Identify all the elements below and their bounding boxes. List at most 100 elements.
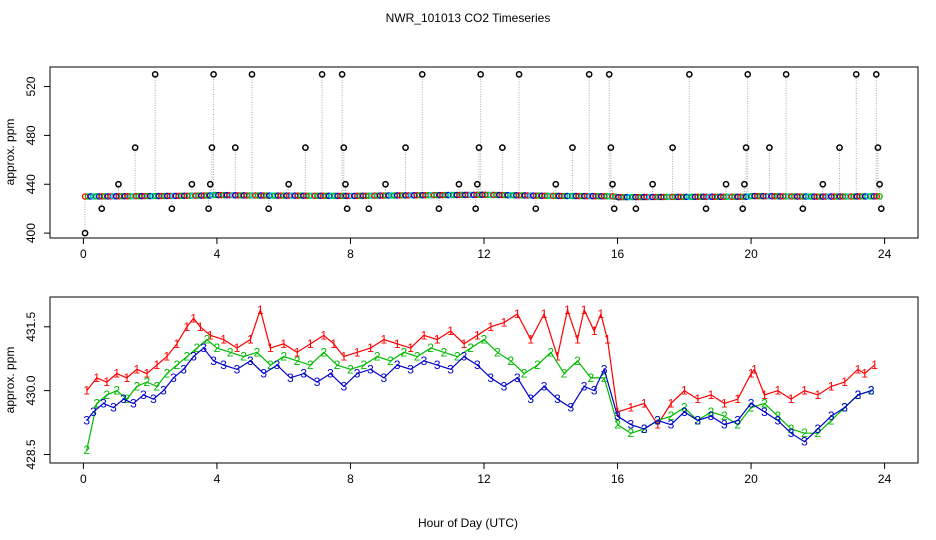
series-2-point: 2: [815, 426, 822, 440]
series-1-point: 1: [871, 358, 878, 372]
series-3-point: 3: [501, 379, 508, 393]
series-2-point: 2: [240, 350, 247, 364]
series-3-point: 3: [170, 371, 177, 385]
spike-marker: [585, 70, 593, 78]
series-2-point: 2: [387, 354, 394, 368]
baseline-marker: [873, 193, 881, 200]
series-3-point: 3: [234, 362, 241, 376]
series-1-point: 1: [668, 396, 675, 410]
series-2-point: 2: [83, 443, 90, 457]
series-1-point: 1: [133, 362, 140, 376]
series-2-point: 2: [801, 426, 808, 440]
top-x-tick-label: 0: [80, 247, 87, 261]
series-1-point: 1: [861, 367, 868, 381]
series-3-point: 3: [160, 384, 167, 398]
series-3-point: 3: [90, 405, 97, 419]
spike-marker: [231, 144, 239, 151]
spike-marker: [877, 205, 885, 213]
top-x-tick-label: 24: [878, 247, 892, 261]
top-x-tick-label: 4: [214, 247, 221, 261]
series-2-point: 2: [334, 358, 341, 372]
series-3-point: 3: [554, 392, 561, 406]
series-1-point: 1: [604, 333, 611, 347]
series-1-point: 1: [514, 307, 521, 321]
spike-marker: [782, 70, 790, 78]
series-2-point: 2: [868, 384, 875, 398]
series-3-point: 3: [110, 401, 117, 415]
figure-title: NWR_101013 CO2 Timeseries: [386, 11, 551, 25]
series-2-point: 2: [668, 409, 675, 423]
series-1-point: 1: [581, 303, 588, 317]
spike-marker: [605, 70, 613, 78]
series-2-point: 2: [734, 418, 741, 432]
series-2-point: 2: [721, 409, 728, 423]
series-2-point: 2: [467, 341, 474, 355]
series-3-point: 3: [801, 435, 808, 449]
series-1-point: 1: [330, 337, 337, 351]
spike-marker: [206, 180, 214, 188]
series-2-point: 2: [113, 384, 120, 398]
series-1-point: 1: [541, 307, 548, 321]
spike-marker: [342, 180, 349, 188]
series-1-point: 1: [734, 392, 741, 406]
series-1-point: 1: [123, 371, 130, 385]
series-1-point: 1: [307, 337, 314, 351]
spike-marker: [799, 205, 807, 213]
series-1-point: 1: [654, 418, 661, 432]
series-3-point: 3: [260, 367, 267, 381]
spike-marker: [81, 229, 89, 237]
series-2-point: 2: [204, 333, 211, 347]
series-1-point: 1: [294, 345, 301, 359]
spike-marker: [607, 144, 615, 151]
series-2-point: 2: [414, 350, 421, 364]
series-3-point: 3: [407, 362, 414, 376]
spike-marker: [302, 144, 309, 151]
series-1-point: 1: [527, 333, 534, 347]
bottom-x-tick-label: 0: [80, 472, 87, 486]
series-2-point: 2: [481, 333, 488, 347]
series-3-point: 3: [474, 358, 481, 372]
series-3-point: 3: [83, 413, 90, 427]
spike-marker: [131, 144, 139, 151]
series-2-point: 2: [521, 367, 528, 381]
spike-marker: [499, 144, 506, 151]
spike-marker: [739, 205, 747, 213]
spike-marker: [343, 205, 351, 213]
top-x-tick-label: 16: [611, 247, 625, 261]
series-1-point: 1: [628, 401, 635, 415]
spike-marker: [685, 70, 693, 78]
series-1-point: 1: [815, 388, 822, 402]
series-1-point: 1: [598, 307, 605, 321]
series-3-point: 3: [130, 396, 137, 410]
series-3-point: 3: [841, 401, 848, 415]
series-1-point: 1: [574, 333, 581, 347]
series-1-point: 1: [501, 316, 508, 330]
spike-marker: [188, 180, 196, 188]
series-2-point: 2: [214, 341, 221, 355]
spike-marker: [766, 144, 773, 151]
series-3-point: 3: [721, 418, 728, 432]
series-3-point: 3: [210, 354, 217, 368]
spike-marker: [872, 70, 880, 78]
series-3-point: 3: [601, 362, 608, 376]
top-y-tick-label: 480: [24, 125, 38, 145]
series-3-point: 3: [120, 392, 127, 406]
series-3-point: 3: [761, 405, 768, 419]
series-2-point: 2: [587, 371, 594, 385]
series-2-point: 2: [320, 345, 327, 359]
top-x-tick-label: 8: [347, 247, 354, 261]
spike-marker: [365, 205, 373, 213]
spike-marker: [115, 180, 122, 188]
series-3-point: 3: [628, 418, 635, 432]
series-1-point: 1: [554, 350, 561, 364]
series-1-point: 1: [855, 362, 862, 376]
spike-marker: [473, 180, 481, 188]
series-3-point: 3: [708, 409, 715, 423]
spike-marker: [248, 70, 256, 78]
series-2-point: 2: [360, 358, 367, 372]
bottom-panel-ylabel: approx. ppm: [3, 347, 17, 414]
series-2-point: 2: [534, 358, 541, 372]
spike-marker: [819, 180, 827, 188]
bottom-x-tick-label: 24: [878, 472, 892, 486]
series-2-point: 2: [174, 358, 181, 372]
